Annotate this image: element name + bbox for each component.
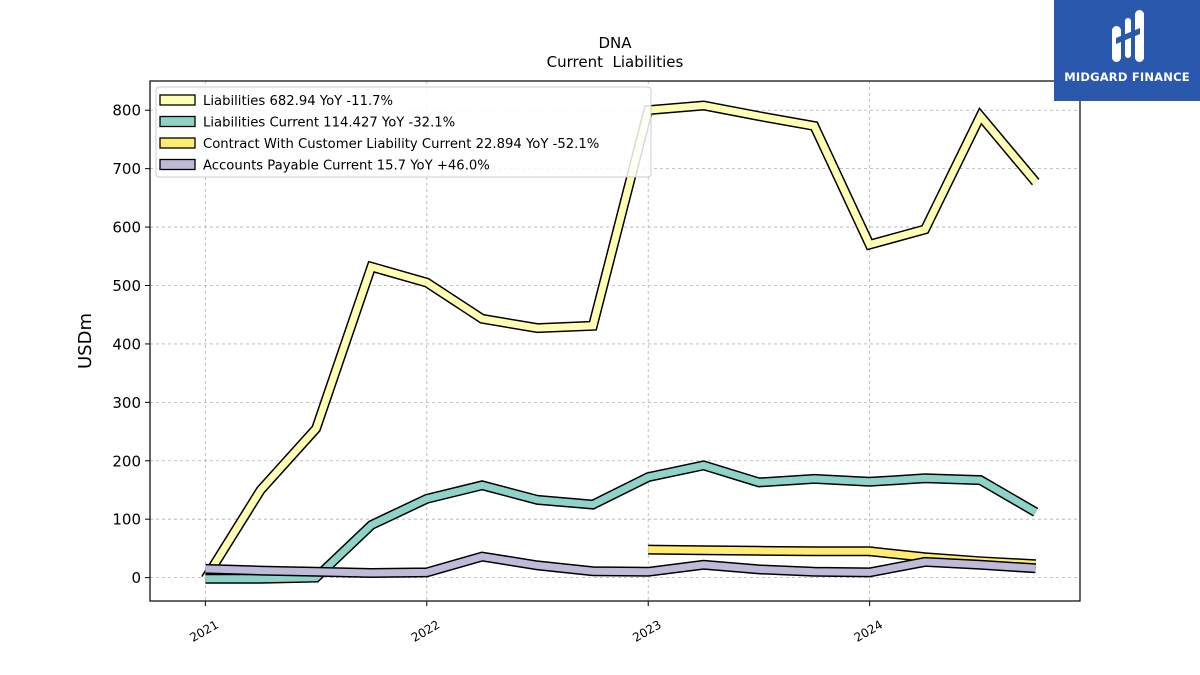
- x-tick-label: 2022: [409, 617, 442, 644]
- legend: Liabilities 682.94 YoY -11.7% Liabilities…: [155, 86, 652, 178]
- y-tick-label: 600: [112, 219, 141, 237]
- legend-label: Liabilities Current 114.427 YoY -32.1%: [203, 116, 455, 131]
- x-axis: 2021 2022 2023 2024: [187, 601, 885, 645]
- x-tick-label: 2024: [852, 617, 885, 644]
- series-line: [202, 101, 1039, 581]
- y-tick-label: 500: [112, 277, 141, 295]
- y-tick-label: 800: [112, 102, 141, 120]
- legend-swatch: [159, 94, 196, 106]
- y-tick-label: 400: [112, 335, 141, 353]
- x-tick-label: 2021: [187, 617, 220, 644]
- chart-subtitle: Current Liabilities: [547, 53, 684, 71]
- brand-logo: MIDGARD FINANCE: [1054, 0, 1200, 101]
- legend-swatch: [159, 115, 196, 128]
- y-axis: 0 100 200 300 400 500 600 700 800: [112, 102, 150, 587]
- series-3: [205, 551, 1037, 579]
- x-tick-label: 2023: [630, 617, 663, 644]
- y-tick-label: 200: [112, 452, 141, 470]
- series-1: [205, 460, 1039, 584]
- legend-label: Accounts Payable Current 15.7 YoY +46.0%: [203, 159, 490, 174]
- series-line: [205, 461, 1038, 583]
- legend-swatch: [159, 137, 196, 149]
- logo-text: MIDGARD FINANCE: [1064, 70, 1190, 84]
- series-line: [205, 553, 1036, 577]
- legend-swatch: [159, 158, 196, 171]
- y-axis-label: USDm: [75, 313, 96, 369]
- legend-box: [155, 86, 652, 178]
- midgard-logo-icon: [1112, 10, 1144, 62]
- legend-label: Liabilities 682.94 YoY -11.7%: [203, 94, 393, 109]
- plot-frame: [149, 80, 1081, 602]
- legend-label: Contract With Customer Liability Current…: [203, 137, 599, 152]
- y-tick-label: 100: [112, 511, 141, 529]
- y-tick-label: 700: [112, 160, 141, 178]
- chart-title: DNA: [598, 34, 632, 52]
- y-tick-label: 0: [131, 569, 141, 587]
- y-tick-label: 300: [112, 394, 141, 412]
- series-lines: [201, 100, 1040, 584]
- series-0: [201, 100, 1040, 582]
